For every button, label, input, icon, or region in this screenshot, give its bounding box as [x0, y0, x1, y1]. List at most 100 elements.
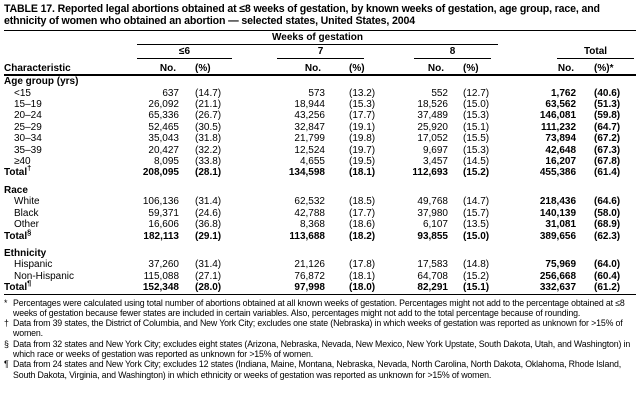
cell-count: 18,944: [294, 99, 325, 111]
cell-percent: (14.5): [463, 156, 490, 168]
cell-count: 16,207: [545, 156, 577, 168]
group-label-8: 8: [414, 46, 492, 60]
cell-percent: (15.7): [463, 207, 490, 219]
footnote-text: Percentages were calculated using total …: [13, 297, 625, 318]
row-label: White: [14, 196, 40, 208]
cell-percent: (61.4): [594, 167, 621, 179]
row-label: 30–34: [14, 133, 42, 145]
cell-count: 42,648: [545, 144, 577, 156]
no-header: No.: [498, 59, 581, 77]
cell-count: 115,088: [143, 270, 179, 282]
cell-count: 31,081: [545, 219, 577, 231]
cell-percent: (19.5): [349, 156, 376, 168]
cell-percent: (26.7): [195, 110, 222, 122]
section-header-row: Age group (yrs): [4, 75, 636, 87]
no-header: No.: [232, 59, 327, 77]
cell-count: 59,371: [148, 207, 179, 219]
cell-percent: (18.5): [349, 196, 376, 208]
cell-count: 62,532: [294, 196, 325, 208]
cell-percent: (36.8): [195, 219, 222, 231]
cell-percent: (67.3): [594, 144, 621, 156]
cell-percent: (64.7): [594, 121, 621, 133]
cell-percent: (17.7): [349, 207, 376, 219]
cell-count: 113,688: [289, 230, 325, 242]
empty-cell: [4, 32, 122, 45]
cell-percent: (15.2): [463, 270, 490, 282]
cell-count: 208,095: [142, 167, 179, 179]
footnote-asterisk: * Percentages were calculated using total…: [4, 298, 636, 319]
cell-count: 75,969: [545, 259, 577, 271]
table-row: 30–34 35,043 (31.8) 21,799 (19.8) 17,052 (15.5…: [4, 133, 636, 144]
cell-count: 455,386: [539, 167, 577, 179]
cell-count: 146,081: [539, 110, 577, 122]
total-row: Total† 208,095 (28.1) 134,598 (18.1) 112,693 (…: [4, 164, 636, 179]
cell-count: 21,126: [294, 259, 325, 271]
cell-count: 1,762: [550, 87, 577, 99]
cell-percent: (19.8): [349, 133, 376, 145]
cell-count: 389,656: [539, 230, 577, 242]
footnote-marker: ¶: [4, 359, 9, 370]
group-label-le6: ≤6: [137, 46, 232, 60]
cell-percent: (12.7): [463, 87, 490, 99]
cell-count: 218,436: [539, 196, 577, 208]
footnote-marker: §: [4, 338, 9, 349]
cell-count: 332,637: [539, 282, 577, 294]
cell-count: 21,799: [294, 133, 325, 145]
cell-count: 573: [308, 87, 325, 99]
cell-count: 16,606: [148, 219, 179, 231]
group-label-7: 7: [277, 46, 364, 60]
cell-percent: (15.2): [463, 167, 490, 179]
cell-percent: (14.7): [463, 196, 490, 208]
cell-percent: (15.5): [463, 133, 490, 145]
group-header-8: 8: [382, 45, 498, 60]
cell-count: 152,348: [142, 282, 179, 294]
cell-count: 9,697: [422, 144, 448, 156]
cell-count: 17,583: [417, 259, 448, 271]
row-label: Other: [14, 219, 40, 231]
gestation-table: Weeks of gestation ≤6 7 8 Total: [4, 32, 637, 295]
cell-count: 4,655: [299, 156, 325, 168]
cell-count: 112,693: [412, 167, 448, 179]
row-label: 20–24: [14, 110, 42, 122]
cell-percent: (17.8): [349, 259, 376, 271]
pct-total-header: (%)*: [580, 59, 637, 77]
cell-percent: (31.8): [195, 133, 222, 145]
table-row: Non-Hispanic 115,088 (27.1) 76,872 (18.1) 64,…: [4, 271, 636, 282]
cell-percent: (28.0): [195, 282, 222, 294]
row-label: Total†: [4, 164, 32, 179]
cell-count: 256,668: [539, 270, 577, 282]
cell-count: 82,291: [417, 282, 448, 294]
footnote-text: Data from 24 states and New York City; e…: [13, 359, 622, 380]
cell-percent: (28.1): [195, 167, 222, 179]
cell-percent: (68.9): [594, 219, 621, 231]
cell-count: 97,998: [294, 282, 325, 294]
footnote-marker: †: [27, 164, 32, 174]
group-label-total: Total: [557, 46, 635, 60]
empty-cell: [4, 45, 122, 59]
footnote-marker: †: [4, 318, 9, 329]
row-label: 15–19: [14, 99, 42, 111]
cell-count: 8,368: [299, 219, 325, 231]
table-row: 15–19 26,092 (21.1) 18,944 (15.3) 18,526 (15.0…: [4, 99, 636, 110]
cell-count: 73,894: [545, 133, 577, 145]
row-label: Non-Hispanic: [14, 270, 75, 282]
cell-count: 35,043: [148, 133, 179, 145]
cell-count: 8,095: [153, 156, 179, 168]
cell-percent: (59.8): [594, 110, 621, 122]
cell-percent: (51.3): [594, 99, 621, 111]
cell-count: 25,920: [417, 121, 448, 133]
cell-percent: (15.1): [463, 121, 490, 133]
cell-count: 17,052: [417, 133, 448, 145]
row-label: Total§: [4, 227, 32, 242]
cell-count: 106,136: [142, 196, 179, 208]
span-header-row: Weeks of gestation: [4, 32, 636, 46]
cell-count: 140,139: [539, 207, 577, 219]
row-label: Black: [14, 207, 39, 219]
cell-percent: (13.5): [463, 219, 490, 231]
table-row: ≥40 8,095 (33.8) 4,655 (19.5) 3,457 (14.5) 16,2…: [4, 156, 636, 167]
row-label: Total¶: [4, 278, 32, 294]
cell-count: 64,708: [417, 270, 448, 282]
cell-percent: (17.7): [349, 110, 376, 122]
cell-count: 182,113: [143, 230, 179, 242]
total-row: Total¶ 152,348 (28.0) 97,998 (18.0) 82,291 (15…: [4, 278, 636, 294]
